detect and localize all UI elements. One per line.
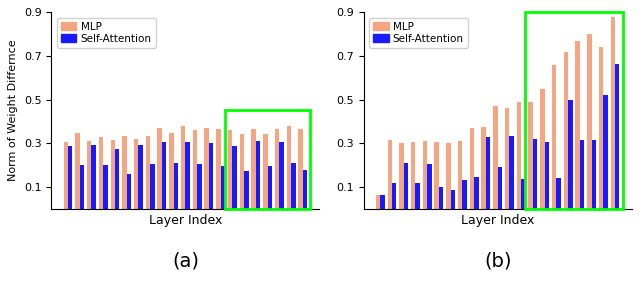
Bar [209, 143, 213, 208]
Bar [439, 187, 444, 208]
Bar [162, 142, 166, 208]
Bar [239, 134, 244, 208]
Bar [611, 17, 615, 208]
Bar [225, 110, 310, 208]
Bar [275, 129, 279, 208]
Bar [291, 163, 296, 208]
Bar [533, 139, 538, 208]
Bar [376, 195, 380, 208]
Bar [68, 147, 72, 208]
Bar [204, 128, 209, 208]
Bar [493, 106, 498, 208]
Text: (b): (b) [484, 252, 511, 271]
Bar [568, 100, 573, 208]
Bar [615, 64, 620, 208]
Bar [435, 142, 439, 208]
Bar [221, 166, 225, 208]
Bar [380, 195, 385, 208]
Bar [111, 140, 115, 208]
Bar [564, 52, 568, 208]
Bar [216, 129, 221, 208]
Bar [505, 108, 509, 208]
Bar [80, 165, 84, 208]
Bar [575, 41, 580, 208]
Legend: MLP, Self-Attention: MLP, Self-Attention [369, 18, 468, 48]
Bar [173, 163, 178, 208]
X-axis label: Layer Index: Layer Index [461, 214, 534, 227]
Bar [303, 170, 307, 208]
X-axis label: Layer Index: Layer Index [148, 214, 222, 227]
Bar [122, 135, 127, 208]
Bar [268, 166, 272, 208]
Bar [157, 128, 162, 208]
Bar [470, 128, 474, 208]
Bar [552, 65, 556, 208]
Bar [279, 142, 284, 208]
Bar [169, 133, 173, 208]
Bar [540, 89, 545, 208]
Bar [87, 141, 92, 208]
Bar [115, 149, 120, 208]
Bar [580, 140, 584, 208]
Y-axis label: Norm of Weight Differnce: Norm of Weight Differnce [8, 40, 19, 181]
Bar [458, 141, 463, 208]
Bar [399, 143, 404, 208]
Bar [150, 164, 155, 208]
Bar [186, 142, 190, 208]
Legend: MLP, Self-Attention: MLP, Self-Attention [56, 18, 156, 48]
Bar [193, 130, 197, 208]
Bar [244, 172, 248, 208]
Bar [127, 174, 131, 208]
Bar [287, 126, 291, 208]
Bar [134, 139, 138, 208]
Bar [181, 126, 186, 208]
Bar [463, 180, 467, 208]
Bar [103, 165, 108, 208]
Bar [263, 134, 268, 208]
Bar [529, 102, 533, 208]
Bar [423, 141, 427, 208]
Bar [92, 145, 96, 208]
Bar [411, 142, 415, 208]
Bar [486, 137, 490, 208]
Bar [228, 130, 232, 208]
Bar [63, 142, 68, 208]
Bar [451, 190, 455, 208]
Bar [146, 135, 150, 208]
Bar [591, 140, 596, 208]
Bar [446, 143, 451, 208]
Bar [481, 127, 486, 208]
Bar [232, 147, 237, 208]
Bar [604, 95, 608, 208]
Bar [252, 129, 256, 208]
Bar [509, 135, 514, 208]
Bar [415, 183, 420, 208]
Bar [427, 164, 431, 208]
Bar [387, 140, 392, 208]
Bar [521, 179, 525, 208]
Bar [545, 142, 549, 208]
Bar [599, 47, 604, 208]
Bar [556, 178, 561, 208]
Bar [474, 177, 479, 208]
Bar [298, 129, 303, 208]
Bar [498, 167, 502, 208]
Bar [392, 183, 396, 208]
Bar [99, 137, 103, 208]
Bar [76, 133, 80, 208]
Bar [587, 34, 591, 208]
Bar [138, 145, 143, 208]
Bar [256, 141, 260, 208]
Bar [516, 102, 521, 208]
Bar [197, 164, 202, 208]
Bar [404, 163, 408, 208]
Text: (a): (a) [172, 252, 199, 271]
Bar [525, 12, 623, 208]
